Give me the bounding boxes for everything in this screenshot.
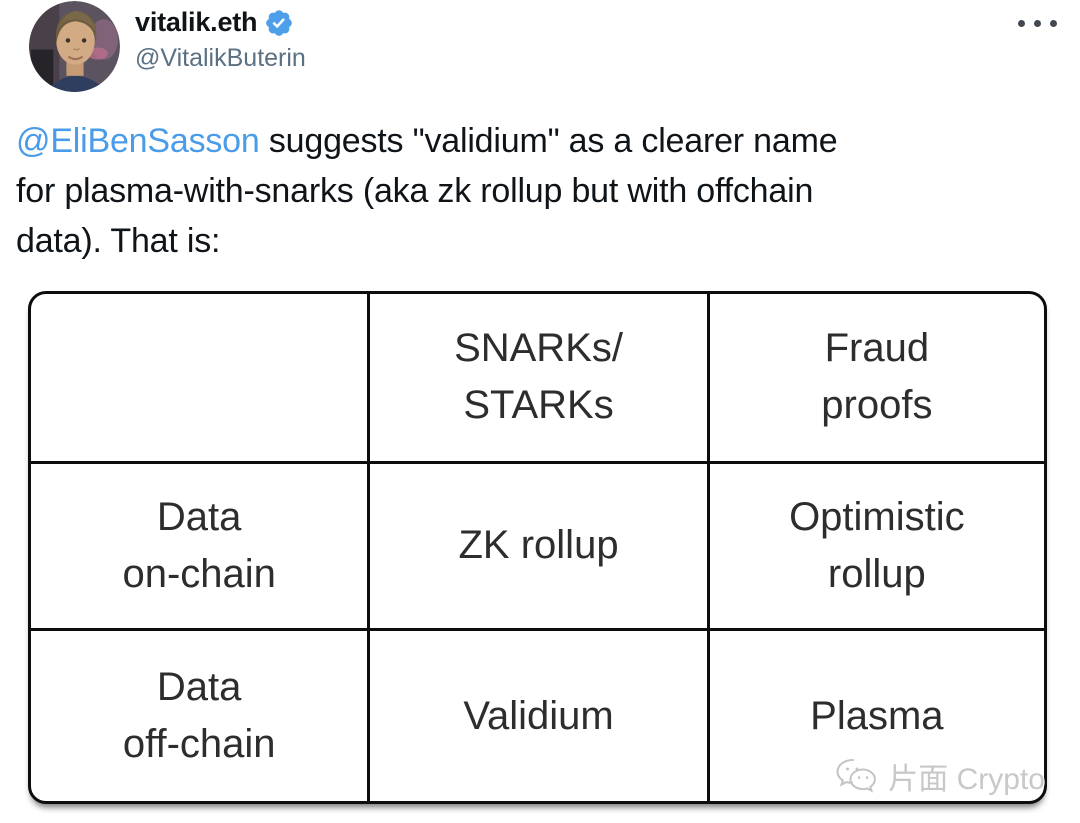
avatar-photo xyxy=(29,1,120,92)
watermark-text: 片面 Crypto xyxy=(888,763,1045,796)
tweet-line: for plasma-with-snarks (aka zk rollup bu… xyxy=(16,172,814,210)
more-options-icon xyxy=(1050,20,1057,27)
tweet-media-table[interactable]: SNARKs/ STARKs Fraud proofs Data on-chai… xyxy=(28,291,1047,804)
user-identity: vitalik.eth @VitalikButerin xyxy=(135,7,306,73)
table-cell-corner xyxy=(31,294,371,464)
more-options-button[interactable] xyxy=(1012,14,1063,33)
table-cell-zk-rollup: ZK rollup xyxy=(370,463,710,632)
table-cell-optimistic: Optimistic rollup xyxy=(709,464,1044,632)
wechat-icon xyxy=(836,759,877,793)
watermark: 片面 Crypto xyxy=(834,754,1045,798)
table-header-snarks: SNARKs/ STARKs xyxy=(370,294,710,464)
tweet-text: @EliBenSasson suggests "validium" as a c… xyxy=(16,116,1072,266)
avatar[interactable] xyxy=(29,1,120,92)
mention-link[interactable]: @EliBenSasson xyxy=(16,122,260,160)
tweet-line-text: suggests "validium" as a clearer name xyxy=(259,122,838,160)
table-cell-plasma: Plasma xyxy=(810,693,944,738)
user-handle[interactable]: @VitalikButerin xyxy=(135,44,306,72)
tweet-line: data). That is: xyxy=(16,222,221,260)
table-cell-validium: Validium xyxy=(370,631,710,801)
table-header-fraud: Fraud proofs xyxy=(709,294,1044,464)
verified-badge-icon xyxy=(266,9,293,36)
tweet-line: @EliBenSasson suggests "validium" as a c… xyxy=(16,116,1072,166)
display-name[interactable]: vitalik.eth xyxy=(135,7,258,37)
table-row-label-offchain: Data off-chain xyxy=(31,631,371,801)
more-options-icon xyxy=(1018,20,1025,27)
table-row-label-onchain: Data on-chain xyxy=(31,463,371,632)
more-options-icon xyxy=(1034,20,1041,27)
comparison-table: SNARKs/ STARKs Fraud proofs Data on-chai… xyxy=(28,291,1047,804)
